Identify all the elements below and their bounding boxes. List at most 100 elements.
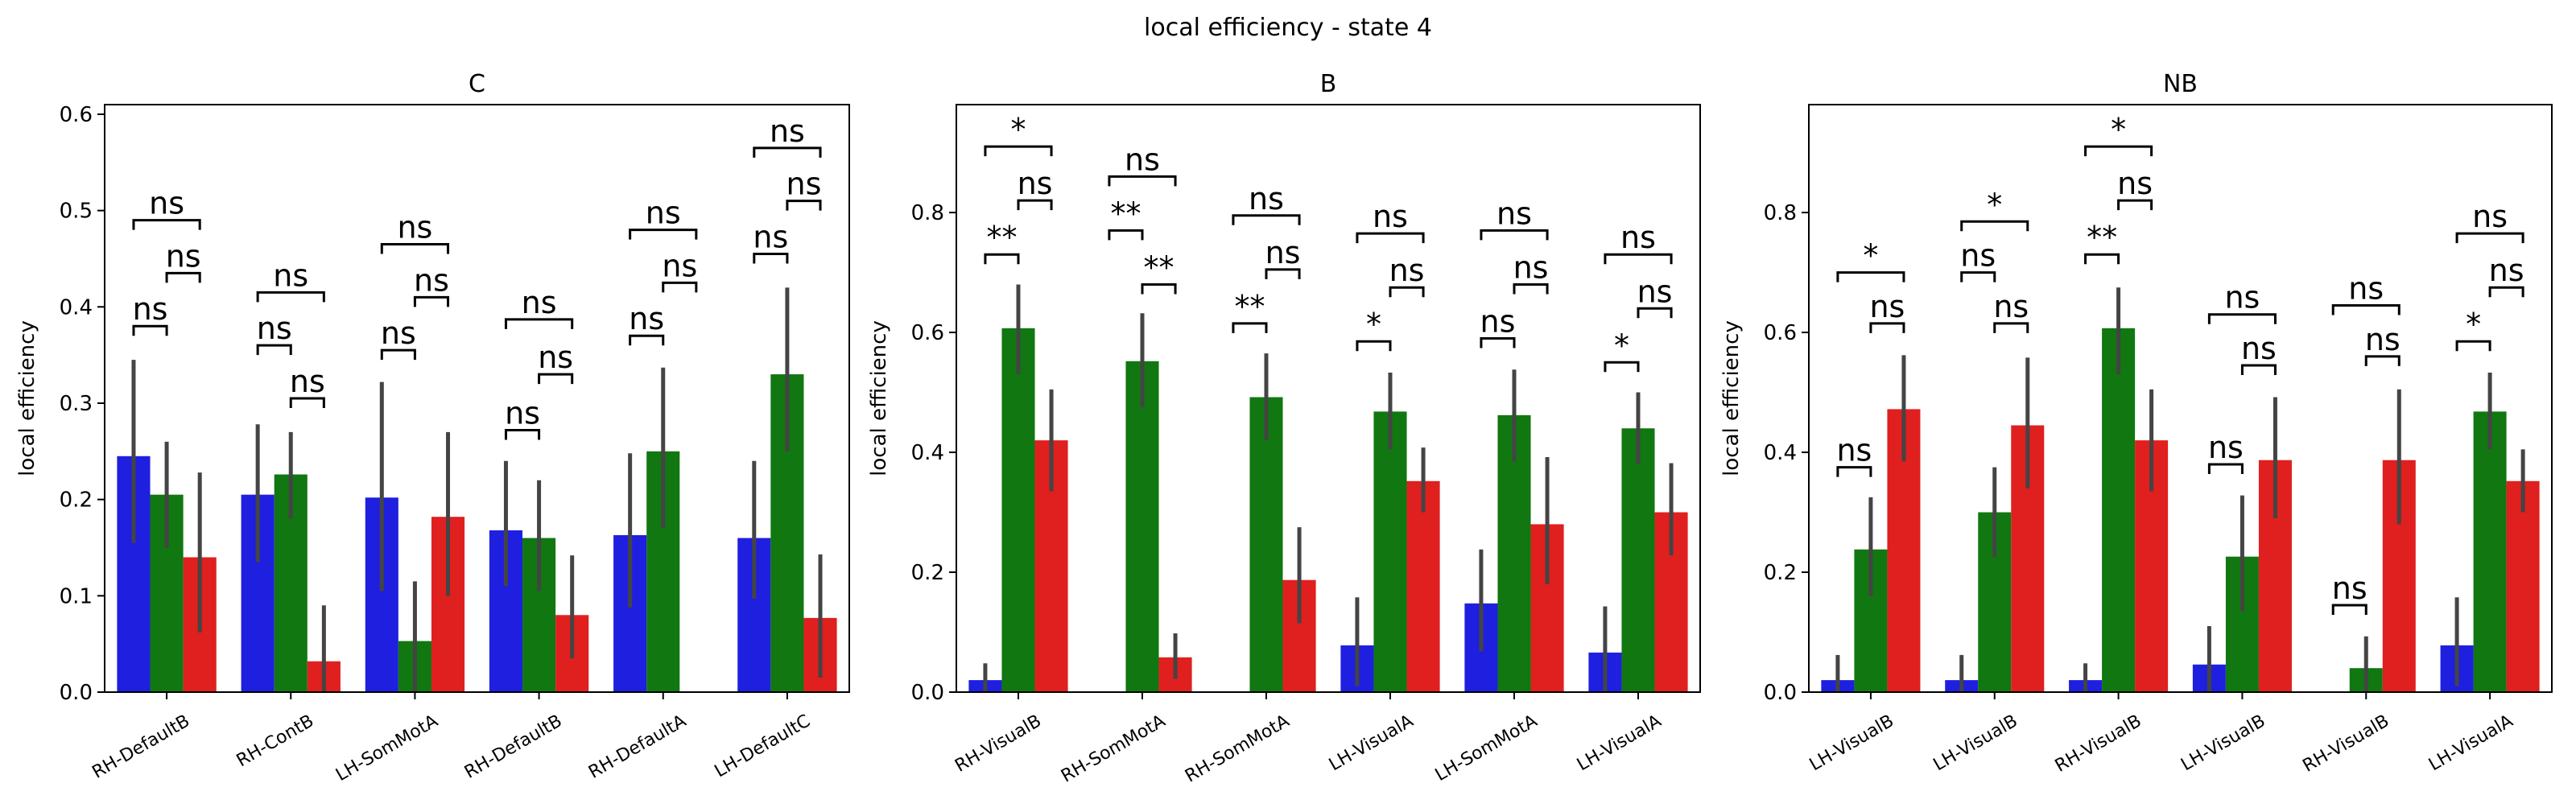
y-tick-label: 0.4 <box>60 295 93 319</box>
significance-bracket <box>662 281 698 293</box>
axes-frame <box>956 104 1701 693</box>
y-axis-label: local efficiency <box>867 320 891 476</box>
significance-bracket <box>1604 253 1673 265</box>
significance-label: ns <box>1389 253 1425 288</box>
bar <box>2102 328 2136 692</box>
significance-label: ns <box>1513 249 1549 285</box>
significance-bracket <box>1141 282 1177 295</box>
significance-bracket <box>165 271 201 283</box>
bar <box>1125 361 1159 692</box>
chart-panel-0: ns ns ns ns ns ns ns ns ns ns ns ns ns ns ns ns ns ns 0.0 0… <box>15 70 850 786</box>
bar <box>2473 411 2507 692</box>
significance-label: ns <box>166 238 201 274</box>
y-tick-label: 0.0 <box>60 681 93 705</box>
significance-label: ns <box>1869 289 1905 324</box>
significance-label: * <box>1011 112 1026 147</box>
significance-bracket <box>984 253 1020 265</box>
significance-label: ns <box>2208 430 2244 465</box>
significance-label: ns <box>1496 196 1532 231</box>
significance-bracket <box>2084 253 2120 265</box>
y-tick-label: 0.5 <box>60 200 93 224</box>
x-tick-label: LH-VisualA <box>1574 711 1665 776</box>
significance-label: ** <box>1144 249 1174 285</box>
significance-label: ns <box>786 167 822 202</box>
significance-label: ** <box>1234 289 1265 324</box>
x-tick-label: RH-DefaultB <box>461 711 566 783</box>
chart-panel-1: **ns*****ns**nsns*nsnsnsnsns*nsns0.00.20… <box>867 70 1701 787</box>
significance-label: ns <box>629 301 664 336</box>
significance-label: * <box>1863 238 1878 274</box>
significance-label: ns <box>538 340 573 375</box>
significance-bracket <box>380 348 416 361</box>
significance-label: ns <box>753 219 788 254</box>
significance-label: ns <box>381 315 416 351</box>
significance-bracket <box>2455 232 2524 244</box>
significance-label: ns <box>1265 235 1301 270</box>
y-tick-label: 0.3 <box>60 392 93 416</box>
significance-bracket <box>1513 282 1549 295</box>
significance-label: ns <box>1125 142 1160 177</box>
chart-title: C <box>469 70 485 98</box>
significance-bracket <box>629 334 665 346</box>
significance-bracket <box>786 200 822 211</box>
significance-label: ns <box>2489 253 2524 288</box>
significance-bracket <box>1232 214 1301 225</box>
significance-label: ns <box>133 291 168 327</box>
y-tick-label: 0.0 <box>911 681 944 705</box>
significance-bracket <box>1960 271 1996 282</box>
significance-bracket <box>629 229 698 240</box>
x-tick-label: RH-SomMotA <box>1058 711 1169 787</box>
x-tick-label: LH-VisualA <box>2425 711 2516 776</box>
significance-label: ns <box>1620 220 1656 255</box>
y-axis-label: local efficiency <box>15 320 39 476</box>
significance-label: ns <box>2241 331 2277 366</box>
y-tick-label: 0.8 <box>911 201 944 225</box>
significance-label: * <box>2111 112 2126 147</box>
significance-label: * <box>1366 307 1381 342</box>
significance-bracket <box>1637 307 1673 319</box>
significance-bracket <box>413 295 450 307</box>
significance-label: ns <box>1993 289 2029 324</box>
significance-bracket <box>1960 220 2029 232</box>
significance-label: * <box>2466 307 2481 342</box>
significance-bracket <box>504 428 541 440</box>
significance-label: ns <box>1960 238 1996 274</box>
y-tick-label: 0.4 <box>911 441 944 465</box>
significance-bracket <box>1836 466 1872 477</box>
significance-bracket <box>2331 604 2368 615</box>
significance-label: ns <box>1373 199 1408 234</box>
bar <box>1249 397 1283 692</box>
significance-bracket <box>2240 364 2277 376</box>
significance-bracket <box>753 252 789 264</box>
significance-bracket <box>1993 322 2029 333</box>
significance-label: ns <box>2472 199 2508 234</box>
significance-bracket <box>984 145 1053 157</box>
significance-label: ns <box>1637 274 1673 309</box>
significance-label: ns <box>2224 280 2260 315</box>
y-tick-label: 0.2 <box>60 489 93 513</box>
significance-bracket <box>1232 322 1268 333</box>
x-tick-label: RH-SomMotA <box>1182 711 1293 787</box>
significance-label: ns <box>397 210 432 245</box>
significance-bracket <box>504 318 574 329</box>
significance-label: ns <box>2348 271 2384 307</box>
significance-bracket <box>1836 271 1905 282</box>
significance-label: ** <box>2087 220 2117 255</box>
x-tick-label: LH-SomMotA <box>332 711 441 786</box>
significance-label: ns <box>149 186 184 221</box>
y-tick-label: 0.6 <box>60 103 93 127</box>
significance-label: ns <box>257 311 292 346</box>
significance-label: ** <box>1110 196 1141 231</box>
significance-label: ns <box>273 258 308 293</box>
significance-bracket <box>256 291 325 303</box>
bar <box>1001 328 1035 692</box>
y-tick-label: 0.6 <box>1764 321 1797 345</box>
y-tick-label: 0.2 <box>911 561 944 585</box>
significance-label: ns <box>1480 304 1516 340</box>
bar <box>1373 411 1407 692</box>
x-tick-label: LH-VisualA <box>1326 711 1417 776</box>
x-tick-label: RH-ContB <box>233 711 318 772</box>
